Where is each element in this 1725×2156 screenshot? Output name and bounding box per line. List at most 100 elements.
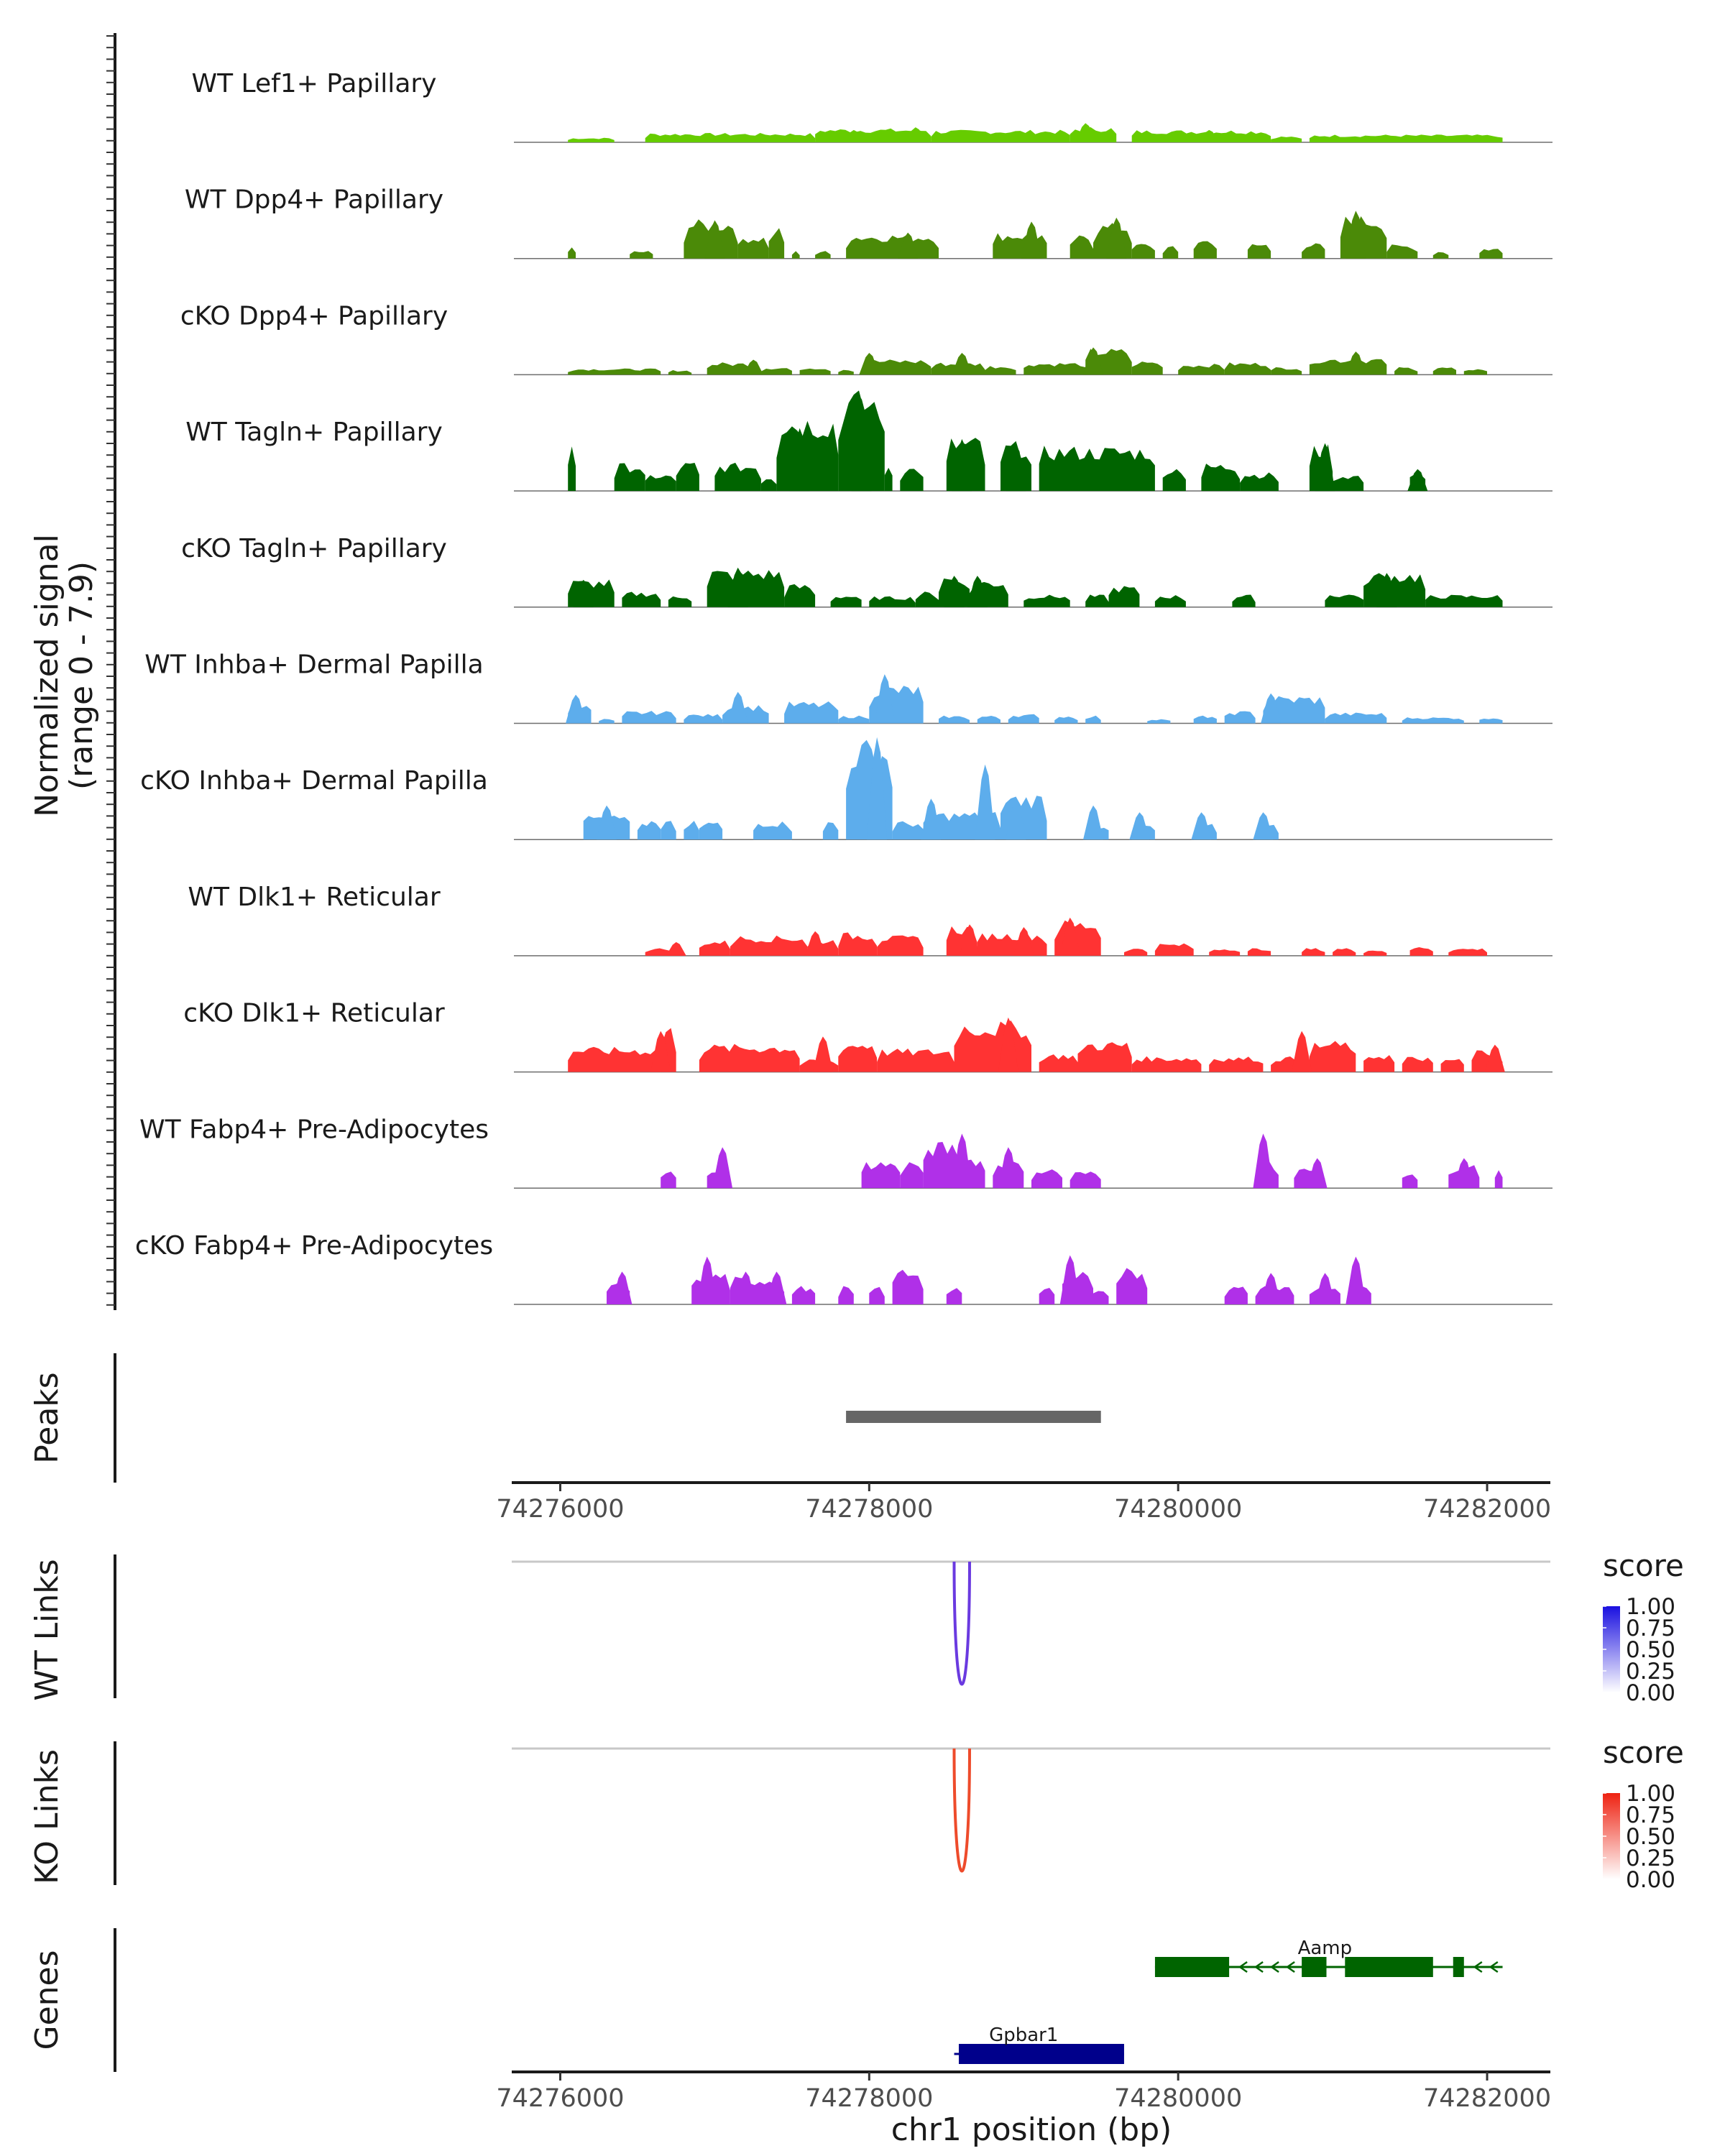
coverage-peak <box>1006 444 1026 492</box>
x-tick-label: 74276000 <box>496 1495 624 1524</box>
track-label: cKO Dpp4+ Papillary <box>180 301 448 331</box>
coverage-peak <box>1059 1255 1080 1304</box>
coverage-peak <box>952 1133 972 1189</box>
coverage-peak <box>805 931 826 956</box>
coverage-area <box>915 591 939 607</box>
coverage-area <box>760 368 792 375</box>
coverage-peak <box>1199 129 1220 142</box>
coverage-peak <box>952 438 972 492</box>
coverage-area <box>1325 712 1387 724</box>
coverage-area <box>1131 361 1163 375</box>
coverage-peak <box>573 579 594 607</box>
coverage-peak <box>1261 693 1282 724</box>
track-label: WT Dpp4+ Papillary <box>185 185 443 215</box>
coverage-area <box>1440 1059 1464 1072</box>
score-legend: score 1.000.750.500.250.00 <box>1603 1735 1684 1893</box>
track-wt-dpp4-papillary: WT Dpp4+ Papillary <box>185 185 1552 259</box>
coverage-area <box>869 359 932 375</box>
track-label: WT Tagln+ Papillary <box>185 418 443 447</box>
coverage-peak <box>743 359 764 375</box>
coverage-peak <box>1376 573 1397 607</box>
track-cko-fabp4-pre-adipocytes: cKO Fabp4+ Pre-Adipocytes <box>135 1231 1552 1305</box>
legend-tick-label: 0.75 <box>1626 1802 1675 1828</box>
x-axis-top: 74276000 74278000 74280000 74282000 <box>496 1481 1551 1524</box>
coverage-area <box>1425 594 1503 607</box>
coverage-area <box>1054 717 1078 724</box>
coverage-peak <box>1346 1256 1366 1304</box>
gene-strand-chevron <box>1489 1961 1499 1973</box>
x-tick-label: 74278000 <box>805 1495 933 1524</box>
coverage-area <box>1108 586 1140 607</box>
x-tick-label: 74282000 <box>1423 2084 1551 2113</box>
coverage-peak <box>952 353 972 375</box>
coverage-peak <box>967 576 988 607</box>
coverage-area <box>737 237 769 259</box>
coverage-peak <box>874 674 895 724</box>
coverage-area <box>1077 1042 1132 1072</box>
track-cko-inhba-dermal-papilla: cKO Inhba+ Dermal Papilla <box>140 737 1552 840</box>
coverage-area <box>1162 469 1186 492</box>
x-axis-title: chr1 position (bp) <box>891 2111 1172 2148</box>
coverage-area <box>931 129 1070 142</box>
coverage-area <box>1394 367 1418 375</box>
coverage-area <box>1309 134 1503 142</box>
coverage-peak <box>905 127 926 142</box>
coverage-area <box>1402 1174 1418 1189</box>
coverage-area <box>954 1020 1031 1072</box>
coverage-area <box>838 1286 854 1304</box>
coverage-area <box>1070 235 1093 259</box>
coverage-peak <box>1307 1158 1328 1189</box>
coverage-area <box>838 715 870 724</box>
coverage-peak <box>712 1147 733 1189</box>
coverage-area <box>568 446 576 492</box>
coverage-area <box>1124 949 1148 956</box>
coverage-area <box>784 701 839 724</box>
coverage-area <box>1479 718 1503 724</box>
coverage-area <box>1224 711 1256 724</box>
coverage-area <box>1224 1286 1248 1304</box>
coverage-tracks: WT Lef1+ Papillary WT Dpp4+ Papillary cKO … <box>135 69 1552 1305</box>
gene-strand-chevron <box>1254 1961 1264 1973</box>
coverage-area <box>1448 948 1487 956</box>
coverage-peak <box>566 694 586 724</box>
legend-title: score <box>1603 1548 1684 1583</box>
coverage-area <box>1402 1056 1433 1072</box>
track-wt-dlk1-reticular: WT Dlk1+ Reticular <box>188 883 1552 957</box>
legend-tick-label: 0.00 <box>1626 1867 1675 1893</box>
track-label: cKO Dlk1+ Reticular <box>183 999 445 1028</box>
link-panel-label: WT Links <box>29 1559 65 1700</box>
coverage-area <box>799 368 831 375</box>
coverage-peak <box>1407 469 1428 492</box>
coverage-area <box>791 251 800 259</box>
coverage-area <box>1154 595 1186 607</box>
coverage-area <box>645 475 676 492</box>
coverage-area <box>1154 943 1194 956</box>
track-cko-tagln-papillary: cKO Tagln+ Papillary <box>181 534 1552 608</box>
gene-strand-chevron <box>1238 1961 1248 1973</box>
coverage-area <box>869 1286 885 1304</box>
track-cko-dpp4-papillary: cKO Dpp4+ Papillary <box>180 301 1552 376</box>
legend-tick-label: 0.50 <box>1626 1824 1675 1850</box>
coverage-area <box>1232 594 1256 607</box>
coverage-area <box>699 822 723 840</box>
x-tick-label: 74280000 <box>1114 1495 1242 1524</box>
peaks-panel: Peaks <box>29 1353 1101 1483</box>
coverage-area <box>822 822 839 840</box>
coverage-area <box>923 1142 962 1189</box>
coverage-area <box>630 251 653 259</box>
coverage-area <box>1402 717 1464 724</box>
coverage-area <box>1409 947 1433 956</box>
coverage-area <box>684 821 699 840</box>
coverage-area <box>1309 1041 1356 1072</box>
coverage-area <box>622 711 676 724</box>
track-wt-inhba-dermal-papilla: WT Inhba+ Dermal Papilla <box>144 650 1552 724</box>
coverage-area <box>668 370 692 375</box>
coverage-area <box>1147 719 1171 724</box>
coverage-peak <box>1261 1273 1282 1304</box>
gene-name-label: Gpbar1 <box>989 2024 1058 2046</box>
gene-exon <box>1302 1957 1327 1977</box>
coverage-area <box>830 596 862 607</box>
signal-axis-range: (range 0 - 7.9) <box>63 561 100 790</box>
coverage-area <box>784 584 816 607</box>
coverage-area <box>707 362 754 375</box>
